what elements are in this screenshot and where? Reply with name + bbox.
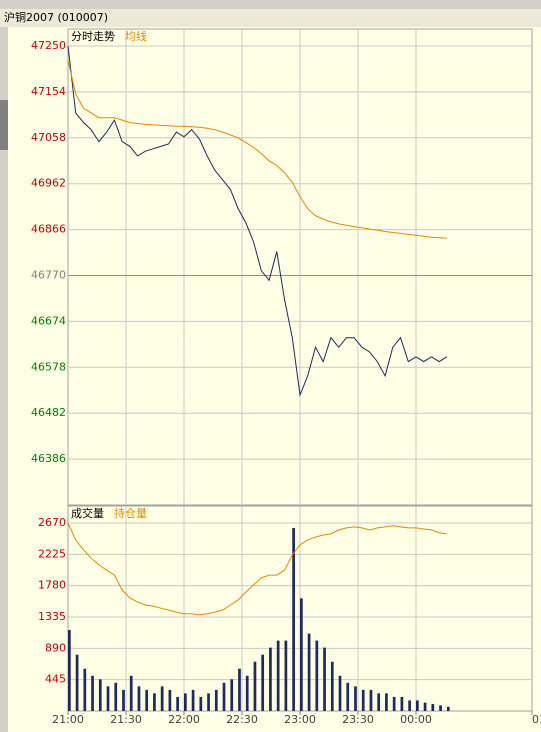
- volume-bar: [137, 686, 141, 711]
- volume-bar: [160, 686, 164, 711]
- volume-bar: [284, 640, 288, 711]
- toolbar: [0, 0, 541, 9]
- volume-bar: [98, 679, 102, 711]
- y-tick-label: 46482: [31, 406, 66, 419]
- volume-bar: [439, 705, 442, 711]
- volume-bar: [276, 640, 280, 711]
- title-bar: [0, 9, 541, 27]
- volume-bar: [106, 686, 110, 711]
- volume-bar: [408, 700, 411, 711]
- volume-bar: [68, 630, 71, 711]
- volume-bar: [129, 675, 133, 711]
- volume-bar: [292, 527, 295, 711]
- volume-bar: [385, 693, 388, 711]
- volume-bar: [377, 693, 381, 711]
- y-tick-label: 2670: [38, 516, 66, 529]
- x-tick-label: 21:00: [52, 713, 84, 726]
- volume-bar: [83, 668, 87, 711]
- y-tick-label: 46962: [31, 177, 66, 190]
- side-tab-active[interactable]: [0, 100, 8, 150]
- y-tick-label: 2225: [38, 547, 66, 560]
- volume-bar: [75, 654, 79, 711]
- series-line: [67, 522, 447, 616]
- y-tick-label: 445: [45, 673, 66, 686]
- volume-bar: [261, 654, 265, 711]
- y-tick-label: 46770: [31, 269, 66, 282]
- y-tick-label: 46386: [31, 452, 66, 465]
- x-tick-label: 01:00: [532, 713, 541, 726]
- x-tick-label: 22:00: [168, 713, 200, 726]
- volume-bar: [346, 682, 350, 711]
- volume-bar: [416, 700, 419, 711]
- volume-bar: [176, 696, 179, 711]
- volume-bar: [91, 675, 94, 711]
- volume-bar: [153, 693, 156, 711]
- x-axis-strip: [8, 711, 541, 732]
- volume-bar: [168, 689, 172, 711]
- y-tick-label: 46578: [31, 360, 66, 373]
- volume-bar: [214, 689, 218, 711]
- x-tick-label: 00:00: [400, 713, 432, 726]
- y-tick-label: 47154: [31, 85, 66, 98]
- y-tick-label: 47058: [31, 131, 66, 144]
- legend-entry: 持仓量: [114, 506, 147, 520]
- volume-bar: [253, 661, 257, 711]
- volume-bar: [338, 675, 342, 711]
- volume-bar: [191, 689, 195, 711]
- side-tabs: [0, 27, 8, 732]
- volume-bar: [369, 689, 373, 711]
- volume-bar: [184, 693, 187, 711]
- volume-bar: [207, 693, 210, 711]
- volume-bar: [122, 689, 125, 711]
- volume-bar: [423, 702, 427, 711]
- x-tick-label: 23:00: [284, 713, 316, 726]
- volume-bar: [269, 647, 272, 711]
- volume-bar: [245, 675, 249, 711]
- y-tick-label: 1335: [38, 610, 66, 623]
- volume-bar: [392, 696, 396, 711]
- volume-bar: [323, 647, 326, 711]
- volume-bar: [446, 706, 450, 711]
- series-line: [67, 45, 448, 397]
- volume-bar: [354, 686, 357, 711]
- y-tick-label: 46674: [31, 314, 66, 327]
- volume-bar: [199, 696, 203, 711]
- y-tick-label: 46866: [31, 223, 66, 236]
- volume-bar: [145, 689, 149, 711]
- volume-bar: [114, 682, 118, 711]
- x-tick-label: 22:30: [226, 713, 258, 726]
- x-tick-label: 23:30: [342, 713, 374, 726]
- volume-bar: [400, 696, 404, 711]
- volume-bar: [222, 682, 226, 711]
- volume-bar: [315, 640, 319, 711]
- volume-bar: [230, 679, 234, 711]
- legend-entry: 均线: [125, 29, 147, 43]
- y-tick-label: 1780: [38, 579, 66, 592]
- legend-entry: 分时走势: [71, 30, 115, 43]
- volume-bar: [300, 598, 303, 711]
- volume-bar: [330, 661, 334, 711]
- series-line: [67, 60, 447, 239]
- volume-bar: [238, 668, 241, 711]
- y-tick-label: 890: [45, 641, 66, 654]
- x-tick-label: 21:30: [110, 713, 142, 726]
- volume-bar: [307, 633, 311, 711]
- volume-bar: [361, 689, 365, 711]
- y-tick-label: 47250: [31, 39, 66, 52]
- header: 沪铜2007 (010007): [4, 10, 108, 24]
- legend-entry: 成交量: [71, 506, 104, 520]
- volume-bar: [431, 703, 435, 711]
